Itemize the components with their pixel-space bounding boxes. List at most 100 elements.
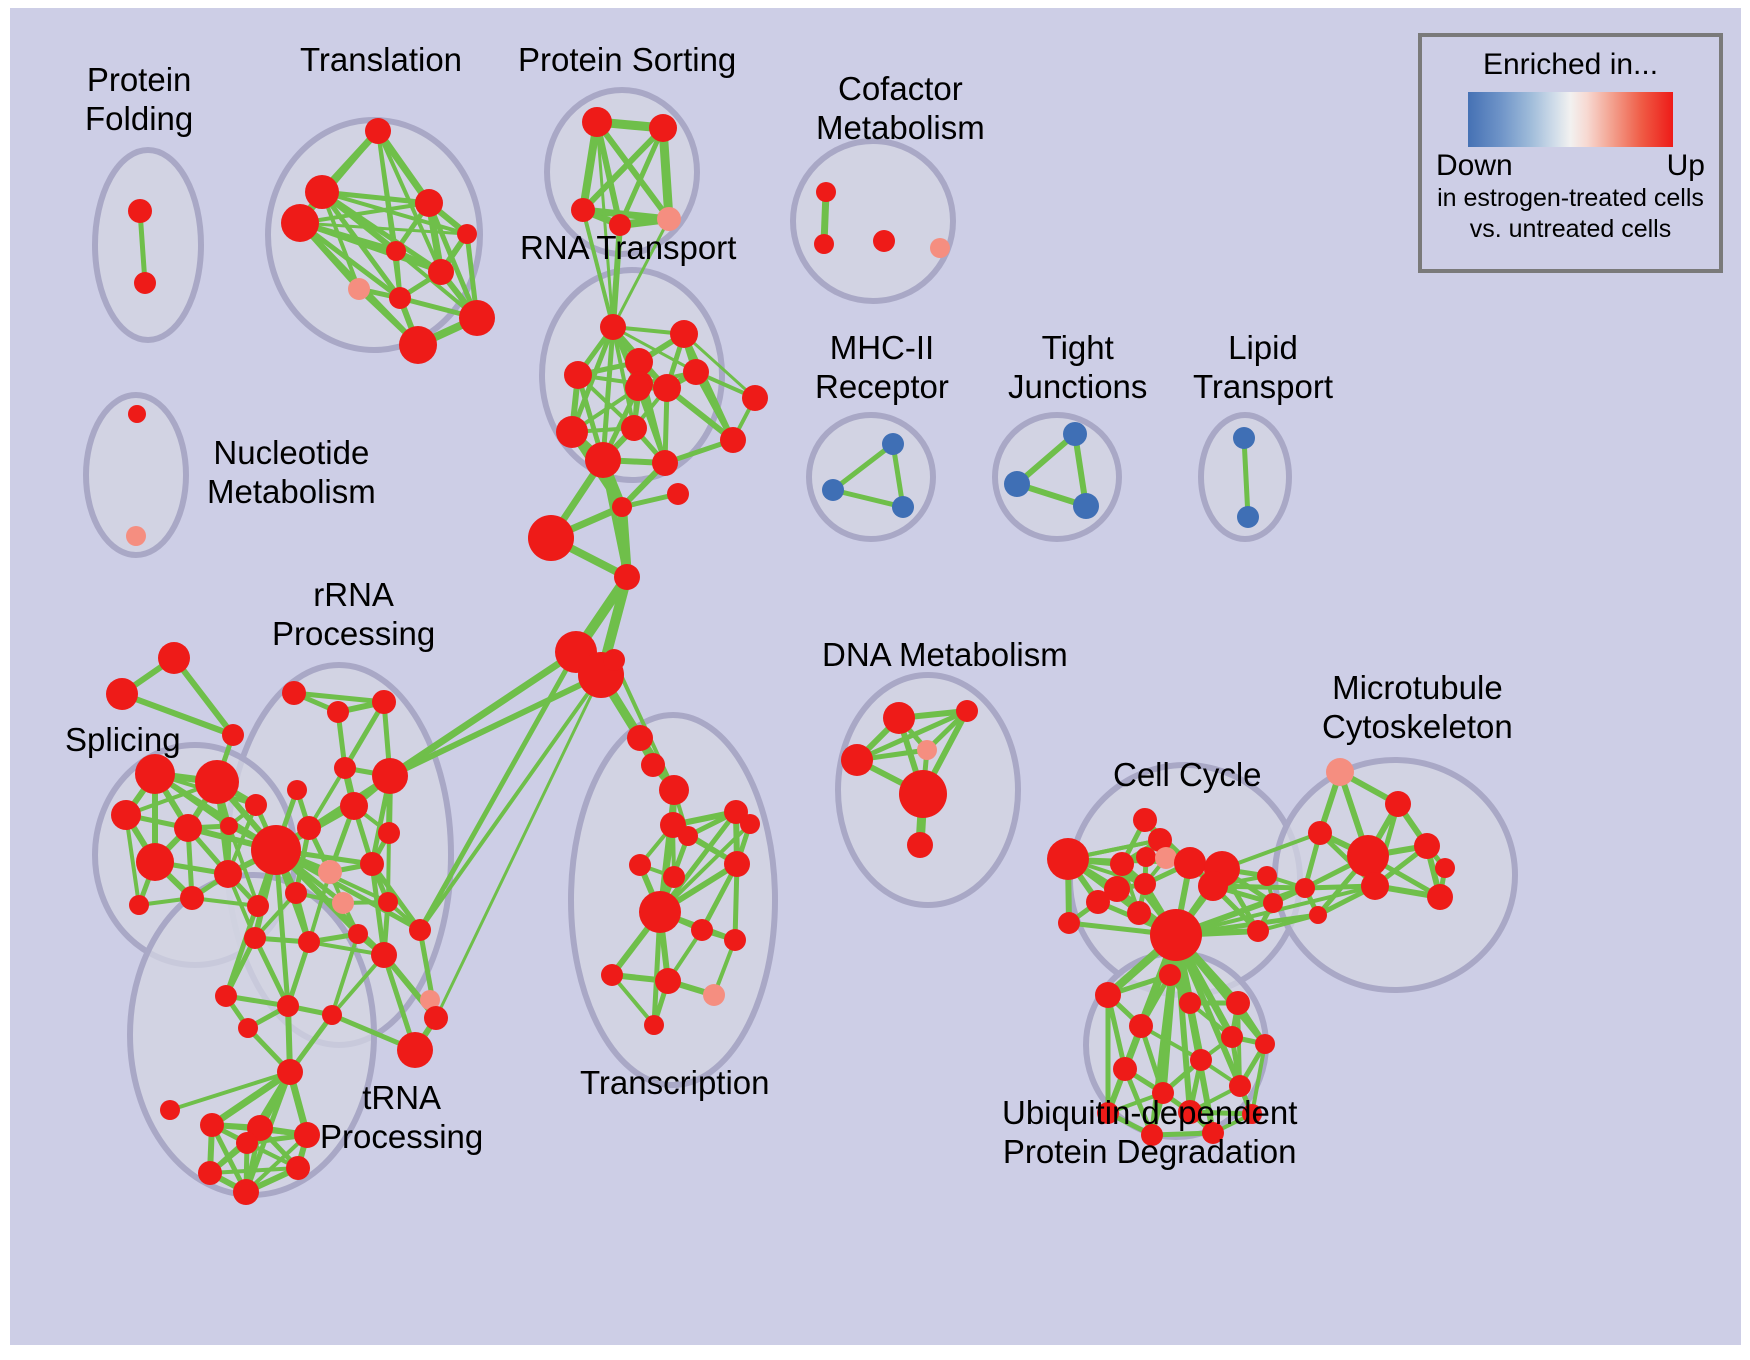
network-node[interactable] [282,681,306,705]
network-node[interactable] [742,385,768,411]
network-node[interactable] [1152,1082,1174,1104]
network-node[interactable] [129,895,149,915]
network-node[interactable] [158,642,190,674]
network-node[interactable] [621,415,647,441]
network-node[interactable] [1347,835,1389,877]
network-node[interactable] [134,272,156,294]
network-node[interactable] [409,919,431,941]
network-node[interactable] [556,416,588,448]
network-node[interactable] [277,995,299,1017]
network-node[interactable] [215,985,237,1007]
network-node[interactable] [603,649,625,671]
network-node[interactable] [1159,964,1181,986]
network-node[interactable] [1233,427,1255,449]
network-node[interactable] [1086,890,1110,914]
network-node[interactable] [220,817,238,835]
network-node[interactable] [1174,847,1206,879]
network-node[interactable] [1226,991,1250,1015]
network-node[interactable] [399,326,437,364]
network-node[interactable] [663,866,685,888]
network-node[interactable] [1247,920,1269,942]
network-node[interactable] [659,775,689,805]
network-node[interactable] [332,892,354,914]
network-node[interactable] [348,278,370,300]
network-node[interactable] [372,758,408,794]
network-node[interactable] [371,942,397,968]
network-node[interactable] [372,690,396,714]
network-node[interactable] [428,259,454,285]
network-node[interactable] [111,800,141,830]
network-node[interactable] [160,1100,180,1120]
network-node[interactable] [670,320,698,348]
network-node[interactable] [1134,873,1156,895]
network-node[interactable] [318,860,342,884]
network-node[interactable] [294,1122,320,1148]
network-node[interactable] [724,929,746,951]
network-node[interactable] [195,760,239,804]
network-node[interactable] [667,483,689,505]
network-node[interactable] [200,1113,224,1137]
network-node[interactable] [128,199,152,223]
network-node[interactable] [420,990,440,1010]
network-node[interactable] [126,526,146,546]
network-node[interactable] [386,241,406,261]
network-node[interactable] [1004,471,1030,497]
network-node[interactable] [655,968,681,994]
network-node[interactable] [1148,828,1172,852]
network-node[interactable] [1326,758,1354,786]
network-node[interactable] [424,1006,448,1030]
network-node[interactable] [1097,1102,1119,1124]
network-node[interactable] [1110,852,1134,876]
network-node[interactable] [1202,1122,1224,1144]
network-node[interactable] [1179,992,1201,1014]
network-node[interactable] [1229,1075,1251,1097]
network-node[interactable] [281,204,319,242]
network-node[interactable] [348,924,368,944]
network-node[interactable] [1073,493,1099,519]
network-node[interactable] [1427,884,1453,910]
network-node[interactable] [174,814,202,842]
network-node[interactable] [822,479,844,501]
network-node[interactable] [814,234,834,254]
network-node[interactable] [378,822,400,844]
network-node[interactable] [1133,808,1157,832]
network-node[interactable] [720,427,746,453]
network-node[interactable] [1063,422,1087,446]
network-node[interactable] [883,702,915,734]
network-node[interactable] [180,886,204,910]
network-node[interactable] [298,931,320,953]
network-node[interactable] [365,118,391,144]
network-node[interactable] [136,843,174,881]
network-node[interactable] [285,882,307,904]
network-node[interactable] [360,852,384,876]
network-node[interactable] [657,207,681,231]
network-node[interactable] [683,359,709,385]
network-node[interactable] [286,1156,310,1180]
network-node[interactable] [135,754,175,794]
network-node[interactable] [277,1059,303,1085]
network-node[interactable] [1308,821,1332,845]
network-node[interactable] [397,1032,433,1068]
network-node[interactable] [106,678,138,710]
network-node[interactable] [238,1018,258,1038]
network-node[interactable] [1221,1026,1243,1048]
network-node[interactable] [1198,871,1228,901]
network-node[interactable] [1309,906,1327,924]
network-node[interactable] [601,964,623,986]
network-node[interactable] [1127,901,1151,925]
network-node[interactable] [899,770,947,818]
network-node[interactable] [740,814,760,834]
network-node[interactable] [600,314,626,340]
network-node[interactable] [128,405,146,423]
network-node[interactable] [1385,791,1411,817]
network-node[interactable] [1141,1124,1163,1146]
network-node[interactable] [564,361,592,389]
network-node[interactable] [297,816,321,840]
network-node[interactable] [1155,847,1177,869]
network-node[interactable] [1136,847,1156,867]
network-node[interactable] [1435,858,1455,878]
network-node[interactable] [1178,1100,1202,1124]
network-node[interactable] [247,895,269,917]
network-node[interactable] [724,851,750,877]
network-node[interactable] [892,496,914,518]
